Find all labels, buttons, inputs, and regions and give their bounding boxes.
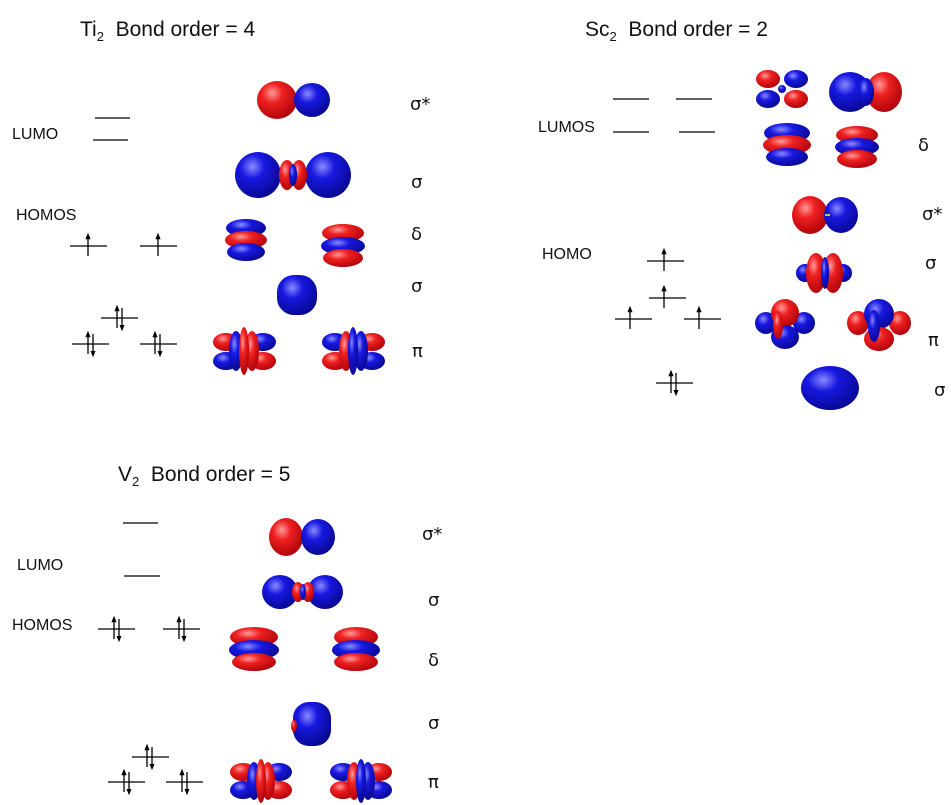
sc2-delta-orbital-4 (835, 126, 879, 168)
sc2-delta-orbital-3 (763, 123, 811, 166)
ti2-sigma-orbital (235, 152, 351, 198)
ti2-sigma-star-orbital (257, 81, 330, 119)
ti2-pi-orbital-2 (322, 327, 385, 375)
sc2-symbol-2: σ* (922, 204, 943, 225)
ti2-delta-orbital-2 (321, 224, 365, 267)
ti2-electrons (85, 232, 163, 358)
sc2-sigma-star-orbital (792, 196, 858, 234)
v2-levels (98, 522, 203, 783)
v2-symbol-2: σ (428, 590, 440, 611)
sc2-sigma-orbital-2 (801, 366, 859, 410)
v2-lumo-label: LUMO (17, 557, 64, 574)
v2-pi-orbital-1 (230, 759, 292, 803)
v2-homo-label: HOMOS (12, 617, 73, 634)
v2-sigma-orbital-2 (291, 702, 331, 746)
ti2-levels (70, 117, 177, 345)
sc2-title: Sc2 Bond order = 2 (585, 18, 768, 45)
v2-title: V2 Bond order = 5 (118, 463, 291, 490)
sc2-pi-orbital-1 (755, 299, 815, 349)
ti2-symbol-2: σ (411, 172, 423, 193)
v2-sigma-orbital (262, 575, 343, 609)
v2-symbol-4: σ (428, 713, 440, 734)
v2-sigma-star-orbital (269, 518, 335, 556)
ti2-pi-orbital-1 (213, 327, 276, 375)
ti2-homo-label: HOMOS (16, 207, 77, 224)
sc2-symbol-3: σ (925, 253, 937, 274)
v2-pi-orbital-2 (330, 759, 392, 803)
ti2-sigma-orbital-2 (277, 275, 317, 315)
ti2-symbol-5: π (412, 341, 423, 362)
v2-delta-orbital-1 (229, 627, 279, 671)
sc2-homo-label: HOMO (542, 246, 592, 263)
sc2-electrons (627, 247, 702, 397)
v2-symbol-5: π (428, 772, 439, 793)
sc2-symbol-4: π (928, 330, 939, 351)
sc2-levels (613, 98, 721, 384)
ti2-title: Ti2 Bond order = 4 (80, 18, 256, 45)
sc2-symbol-5: σ (934, 380, 946, 401)
ti2-symbol-3: δ (411, 224, 423, 245)
sc2-lumo-label: LUMOS (538, 119, 595, 136)
sc2-sigma-orbital (796, 253, 852, 293)
v2-symbol-1: σ* (422, 524, 443, 545)
sc2-delta-orbital-1 (756, 70, 808, 108)
ti2-delta-orbital-1 (225, 219, 267, 261)
ti2-symbol-4: σ (411, 276, 423, 297)
sc2-pi-orbital-2 (847, 299, 911, 351)
sc2-symbol-1: δ (918, 135, 930, 156)
v2-symbol-3: δ (428, 650, 440, 671)
ti2-lumo-label: LUMO (12, 126, 59, 143)
v2-electrons (111, 615, 190, 796)
sc2-delta-orbital-2 (829, 72, 902, 112)
ti2-symbol-1: σ* (410, 94, 431, 115)
v2-delta-orbital-2 (332, 627, 380, 671)
